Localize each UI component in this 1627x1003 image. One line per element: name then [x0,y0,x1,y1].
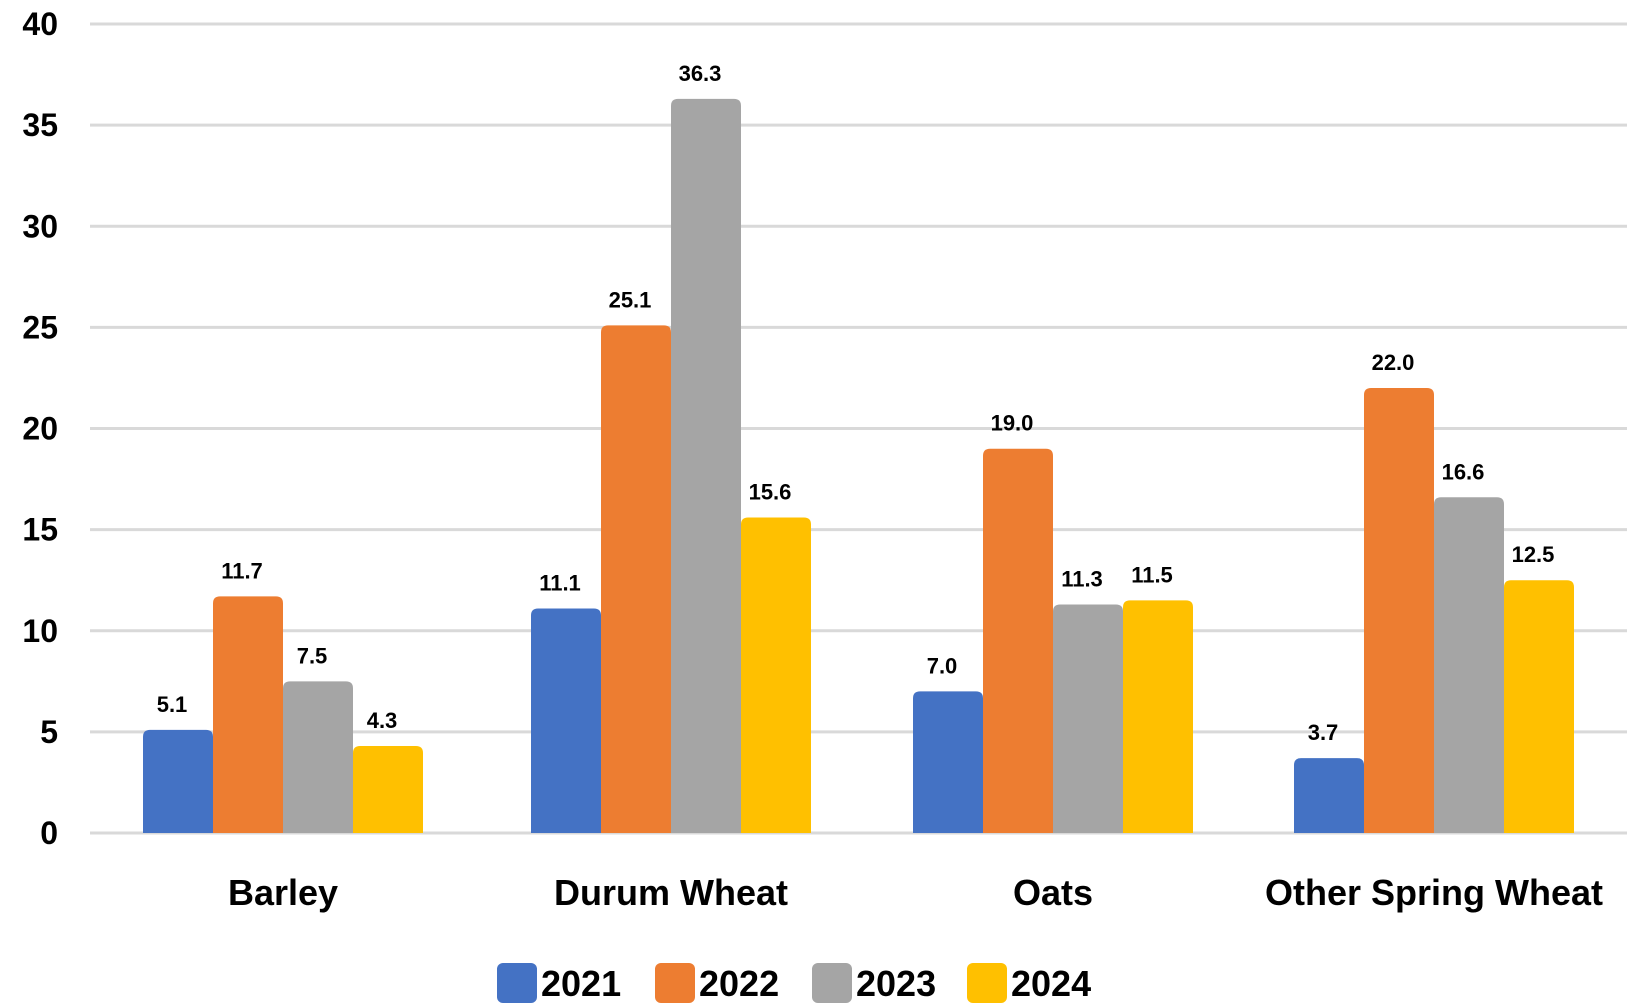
bar-2023-barley [283,681,353,833]
legend-label: 2022 [699,963,779,1003]
bar-2024-barley [353,746,423,833]
legend-label: 2023 [856,963,936,1003]
data-label: 11.3 [1061,566,1103,591]
bar-2022-oats [983,448,1053,833]
bar-2021-barley [143,729,213,833]
legend-swatch-2024 [967,963,1007,1003]
bars [143,98,1574,833]
x-category-label: Oats [1013,872,1093,913]
bar-2023-oats [1053,604,1123,833]
data-label: 15.6 [749,479,792,504]
data-label: 16.6 [1442,459,1485,484]
bar-2022-barley [213,596,283,833]
data-label: 4.3 [367,708,398,733]
data-label: 3.7 [1308,720,1339,745]
y-tick-label: 10 [22,613,58,649]
x-category-label: Other Spring Wheat [1265,872,1603,913]
bar-2023-other-spring-wheat [1434,497,1504,833]
data-label: 11.7 [221,558,263,583]
bar-2021-other-spring-wheat [1294,758,1364,833]
bar-2024-oats [1123,600,1193,833]
legend: 2021 2022 2023 2024 [497,963,1091,1003]
data-label: 25.1 [609,287,652,312]
data-labels: 5.1 11.7 7.5 4.3 11.1 25.1 36.3 15.6 7.0 19.0 11.3… [157,61,1555,745]
legend-label: 2021 [541,963,621,1003]
x-category-label: Durum Wheat [554,872,788,913]
y-tick-label: 35 [22,107,58,143]
y-axis-tick-labels: 0 5 10 15 20 25 30 35 40 [22,6,58,851]
y-tick-label: 15 [22,512,58,548]
data-label: 7.5 [297,643,328,668]
y-tick-label: 0 [40,815,58,851]
bar-2021-durum-wheat [531,608,601,833]
data-label: 22.0 [1372,350,1415,375]
legend-swatch-2022 [655,963,695,1003]
x-category-label: Barley [228,872,338,913]
data-label: 12.5 [1512,542,1555,567]
y-tick-label: 40 [22,6,58,42]
bar-2022-durum-wheat [601,325,671,833]
x-axis-category-labels: Barley Durum Wheat Oats Other Spring Wheat [228,872,1603,913]
data-label: 19.0 [991,411,1034,436]
bar-2023-durum-wheat [671,98,741,833]
y-tick-label: 25 [22,309,58,345]
legend-swatch-2023 [812,963,852,1003]
legend-swatch-2021 [497,963,537,1003]
y-tick-label: 5 [40,714,58,750]
y-tick-label: 30 [22,208,58,244]
bar-2024-other-spring-wheat [1504,580,1574,833]
data-label: 11.5 [1131,562,1173,587]
data-label: 7.0 [927,653,958,678]
bar-2024-durum-wheat [741,517,811,833]
legend-label: 2024 [1011,963,1091,1003]
bar-2022-other-spring-wheat [1364,388,1434,833]
data-label: 5.1 [157,692,188,717]
data-label: 11.1 [539,571,581,596]
data-label: 36.3 [679,61,722,86]
bar-2021-oats [913,691,983,833]
y-tick-label: 20 [22,411,58,447]
